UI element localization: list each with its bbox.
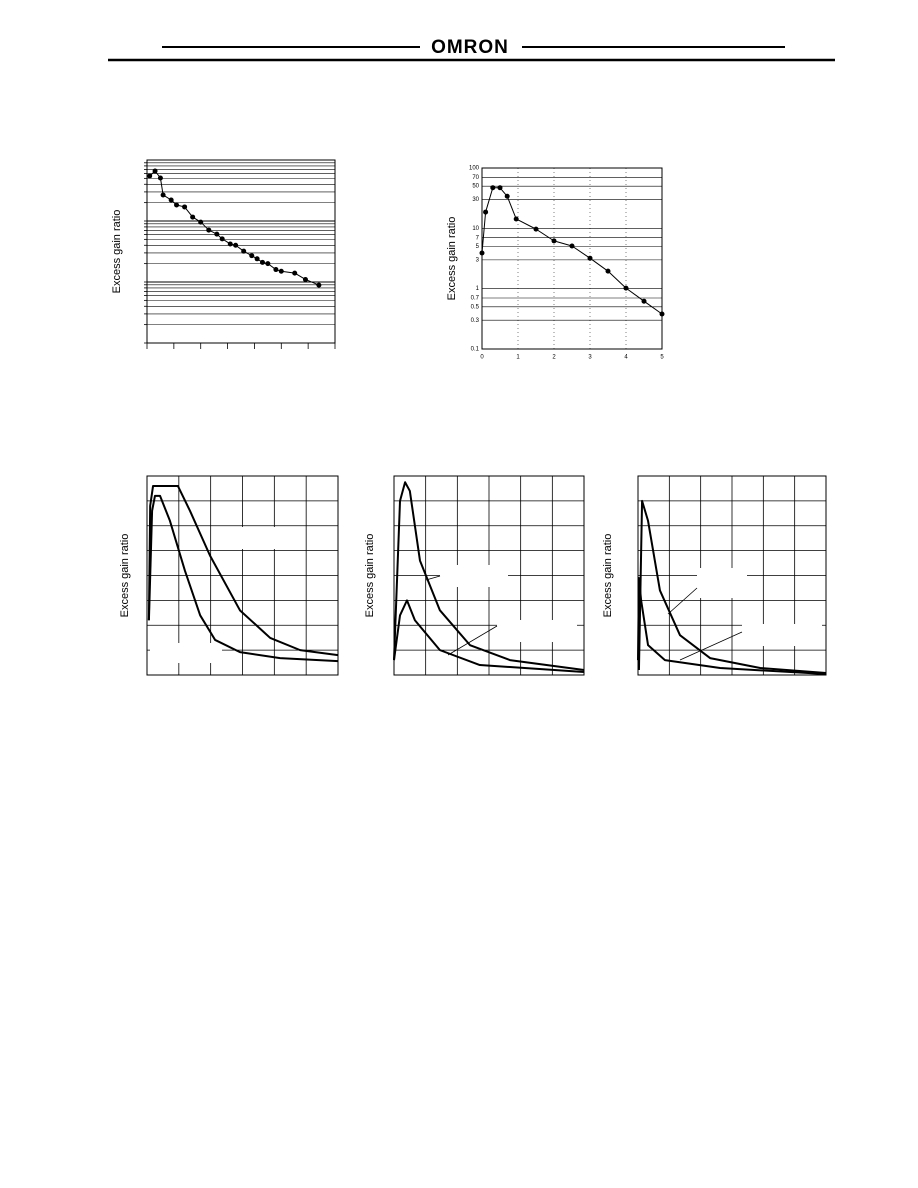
label-box (440, 565, 508, 587)
series-line (637, 576, 827, 676)
plot-frame (146, 475, 339, 676)
data-point (605, 268, 611, 274)
data-point (504, 193, 510, 199)
y-tick-label: 0.3 (471, 318, 480, 324)
y-axis-label: Excess gain ratio (364, 534, 376, 618)
data-point (182, 204, 188, 210)
leader-line (679, 631, 743, 661)
y-tick-label: 50 (472, 184, 479, 190)
plot-frame (637, 475, 827, 676)
logo: OMRON (431, 37, 509, 58)
y-tick-label: 1 (476, 286, 480, 292)
data-point (233, 242, 239, 248)
plot-frame (146, 159, 336, 344)
label-box (497, 620, 577, 642)
plot-frame (481, 167, 663, 350)
y-tick-label: 30 (472, 197, 479, 203)
x-tick-label: 2 (552, 355, 556, 361)
data-point (174, 202, 180, 208)
data-point (254, 256, 260, 262)
data-point (160, 192, 166, 198)
x-tick-label: 4 (624, 355, 628, 361)
y-tick-label: 70 (472, 175, 479, 181)
data-point (587, 255, 593, 261)
data-point (569, 243, 575, 249)
series-line (147, 494, 339, 663)
data-point (152, 168, 158, 174)
plot-frame (393, 475, 585, 676)
data-point (157, 175, 163, 181)
data-point (551, 238, 557, 244)
y-axis-label: Excess gain ratio (602, 534, 614, 618)
y-tick-label: 10 (472, 226, 479, 232)
x-tick-label: 0 (480, 355, 484, 361)
y-tick-label: 3 (476, 257, 480, 263)
y-tick-label: 5 (476, 244, 480, 250)
x-tick-label: 5 (660, 355, 664, 361)
x-tick-label: 3 (588, 355, 592, 361)
data-point (206, 227, 212, 233)
data-point (292, 270, 298, 276)
data-point (278, 268, 284, 274)
label-box (220, 527, 288, 549)
y-tick-label: 0.7 (471, 296, 480, 302)
data-point (147, 173, 153, 179)
data-point (227, 241, 233, 247)
data-point (241, 248, 247, 254)
leader-line (447, 625, 498, 656)
leader-line (667, 587, 698, 615)
data-point (497, 185, 503, 191)
label-box (150, 643, 222, 663)
x-tick-label: 1 (516, 355, 520, 361)
data-point (219, 236, 225, 242)
data-point (273, 267, 279, 273)
label-box (742, 624, 822, 646)
data-point (641, 298, 647, 304)
series-line (393, 481, 585, 672)
data-point (316, 282, 322, 288)
y-tick-label: 0.1 (471, 347, 480, 353)
y-tick-label: 7 (476, 235, 480, 241)
data-point (302, 276, 308, 282)
data-point (490, 185, 496, 191)
data-point (214, 231, 220, 237)
data-point (659, 311, 665, 317)
data-point (483, 209, 489, 215)
data-point (623, 285, 629, 291)
data-point (265, 261, 271, 267)
data-point (259, 259, 265, 265)
data-point (198, 219, 204, 225)
data-point (249, 253, 255, 259)
label-box (697, 568, 747, 598)
data-point (513, 216, 519, 222)
y-axis-label: Excess gain ratio (446, 217, 458, 301)
data-point (168, 197, 174, 203)
series-line (393, 599, 585, 674)
y-tick-label: 0.5 (471, 304, 480, 310)
y-axis-label: Excess gain ratio (119, 534, 131, 618)
data-point (190, 214, 196, 220)
data-point (533, 226, 539, 232)
series-line (147, 484, 339, 657)
y-axis-label: Excess gain ratio (111, 210, 123, 294)
series-line (637, 499, 827, 675)
y-tick-label: 100 (469, 166, 480, 172)
data-point (479, 250, 485, 256)
